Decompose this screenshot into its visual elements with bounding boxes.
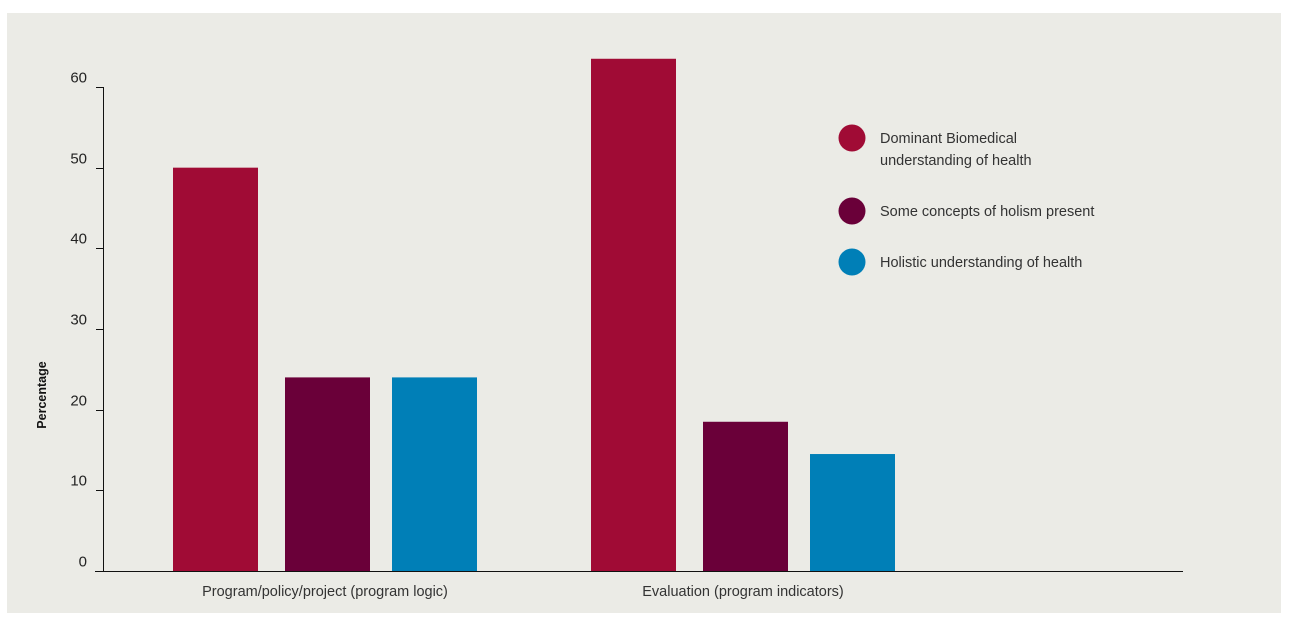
legend: Dominant Biomedical understanding of heal…	[838, 124, 1094, 276]
bar-1-2	[591, 58, 676, 572]
bar-3-1	[392, 377, 477, 571]
y-tick-label: 50	[70, 151, 87, 168]
legend-label-2: Some concepts of holism present	[880, 204, 1094, 220]
y-axis-title: Percentage	[35, 361, 49, 428]
bar-3-2	[810, 454, 895, 571]
legend-marker-3	[838, 248, 866, 276]
category-label-1: Program/policy/project (program logic)	[202, 584, 448, 600]
bar-1-1	[173, 167, 258, 571]
bar-2-1	[285, 377, 370, 571]
y-tick-label: 20	[70, 393, 87, 410]
category-labels: Program/policy/project (program logic) Ev…	[202, 584, 844, 600]
y-tick-label: 10	[70, 473, 87, 490]
bars-layer	[173, 58, 895, 572]
y-tick-label: 30	[70, 312, 87, 329]
y-tick-label: 40	[70, 231, 87, 248]
legend-label-1: understanding of health	[880, 153, 1032, 169]
y-tick-label: 60	[70, 70, 87, 87]
y-tick-label: 0	[79, 554, 87, 571]
legend-marker-2	[838, 197, 866, 225]
ticks-layer: 0 10 20 30 40 50 60	[70, 70, 104, 571]
category-label-2: Evaluation (program indicators)	[642, 584, 843, 600]
bar-2-2	[703, 421, 788, 571]
legend-marker-1	[838, 124, 866, 152]
legend-label-1: Dominant Biomedical	[880, 131, 1017, 147]
legend-label-3: Holistic understanding of health	[880, 255, 1082, 271]
